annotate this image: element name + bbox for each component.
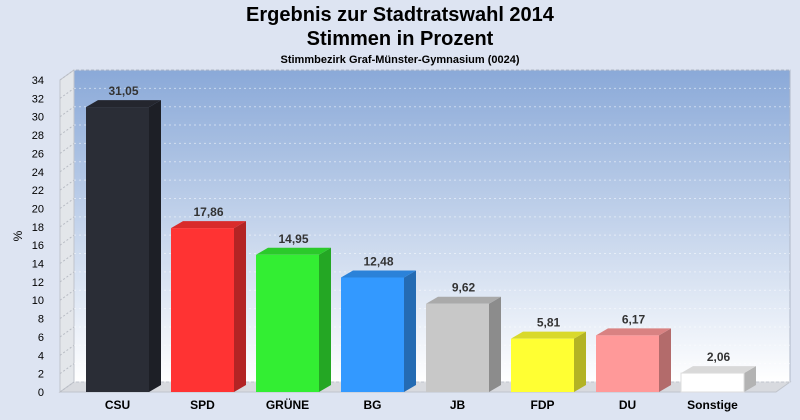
bar-side	[489, 296, 501, 392]
bar-side	[659, 328, 671, 392]
gridline-side	[59, 124, 75, 136]
x-tick-label: GRÜNE	[266, 397, 309, 412]
gridline-side	[59, 363, 75, 375]
value-label: 14,95	[278, 232, 308, 246]
y-tick-label: 6	[38, 332, 44, 344]
gridline-side	[59, 161, 75, 173]
gridline-side	[59, 308, 75, 319]
bar-top	[426, 296, 501, 304]
y-axis-label: %	[11, 230, 25, 241]
bar-top	[256, 247, 331, 255]
x-tick-label: CSU	[105, 398, 130, 412]
bar-side	[404, 270, 416, 392]
bar-top	[511, 331, 586, 339]
gridline-side	[59, 106, 75, 118]
gridline-side	[59, 271, 75, 283]
bar-top	[171, 221, 246, 229]
bar-side	[149, 100, 161, 392]
y-tick-label: 4	[38, 350, 44, 362]
x-tick-label: FDP	[531, 398, 555, 412]
chart-district: Stimmbezirk Graf-Münster-Gymnasium (0024…	[280, 54, 520, 66]
x-tick-label: BG	[364, 398, 382, 412]
x-tick-label: JB	[450, 398, 466, 412]
bar	[511, 338, 574, 392]
bar	[596, 335, 659, 392]
gridline-side	[59, 69, 75, 81]
bar-side	[744, 366, 756, 392]
gridline-side	[59, 87, 75, 99]
bar	[426, 303, 489, 392]
bar-side	[319, 247, 331, 392]
y-tick-label: 32	[32, 93, 44, 105]
gridline-side	[59, 234, 75, 246]
x-tick-label: DU	[619, 398, 636, 412]
value-label: 9,62	[452, 281, 476, 295]
y-tick-label: 12	[32, 277, 44, 289]
y-tick-label: 20	[32, 203, 44, 215]
y-tick-label: 18	[32, 222, 44, 234]
y-tick-label: 10	[32, 295, 44, 307]
gridline-side	[59, 289, 75, 301]
gridline-side	[59, 326, 75, 338]
gridline-side	[59, 253, 75, 264]
value-label: 31,05	[108, 84, 138, 98]
y-tick-label: 0	[38, 387, 44, 399]
bar	[86, 107, 149, 392]
y-tick-label: 22	[32, 185, 44, 197]
bar-top	[596, 328, 671, 336]
x-tick-label: Sonstige	[687, 398, 738, 412]
bar-top	[681, 366, 756, 374]
gridline-side	[59, 216, 75, 228]
y-tick-label: 14	[32, 259, 44, 271]
bar-top	[341, 270, 416, 278]
y-tick-label: 16	[32, 240, 44, 252]
y-tick-label: 34	[32, 75, 44, 87]
y-tick-label: 24	[32, 167, 44, 179]
bar	[680, 372, 745, 393]
chart-subtitle: Stimmen in Prozent	[306, 28, 494, 50]
bar	[341, 277, 404, 392]
y-tick-label: 28	[32, 130, 44, 142]
y-tick-label: 2	[38, 369, 44, 381]
bar-side	[574, 331, 586, 392]
gridline-side	[59, 143, 75, 154]
value-label: 5,81	[537, 316, 561, 330]
gridline-side	[59, 198, 75, 209]
x-tick-label: SPD	[190, 398, 215, 412]
left-wall	[59, 69, 75, 393]
gridline-side	[59, 344, 75, 356]
chart-title: Ergebnis zur Stadtratswahl 2014	[246, 4, 554, 26]
value-label: 2,06	[707, 350, 731, 364]
bar	[171, 228, 234, 392]
bar-top	[86, 100, 161, 108]
value-label: 12,48	[363, 254, 393, 268]
y-tick-label: 26	[32, 148, 44, 160]
bar-side	[234, 221, 246, 392]
value-label: 6,17	[622, 312, 646, 326]
gridline-side	[59, 179, 75, 191]
gridline-side	[59, 381, 75, 393]
bar	[256, 254, 319, 392]
y-tick-label: 30	[32, 112, 44, 124]
value-label: 17,86	[193, 205, 223, 219]
y-tick-label: 8	[38, 314, 44, 326]
